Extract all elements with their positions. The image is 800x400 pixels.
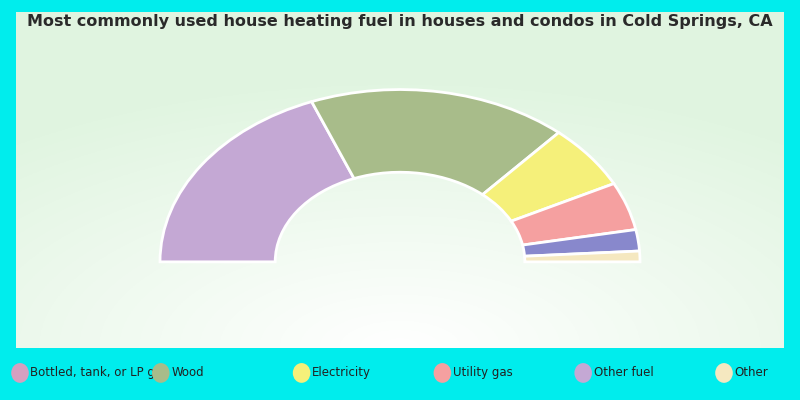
Wedge shape [312,90,558,195]
Wedge shape [511,184,636,245]
Text: Most commonly used house heating fuel in houses and condos in Cold Springs, CA: Most commonly used house heating fuel in… [27,14,773,29]
Ellipse shape [152,363,170,383]
Ellipse shape [715,363,733,383]
Text: Utility gas: Utility gas [453,366,513,380]
Text: Other fuel: Other fuel [594,366,654,380]
Wedge shape [525,251,640,262]
Wedge shape [160,102,354,262]
Ellipse shape [293,363,310,383]
Ellipse shape [434,363,451,383]
Wedge shape [522,230,639,256]
Ellipse shape [11,363,29,383]
Ellipse shape [574,363,592,383]
Text: Wood: Wood [171,366,204,380]
Text: Bottled, tank, or LP gas: Bottled, tank, or LP gas [30,366,169,380]
Text: Other: Other [734,366,768,380]
Text: Electricity: Electricity [312,366,371,380]
Wedge shape [482,132,614,221]
